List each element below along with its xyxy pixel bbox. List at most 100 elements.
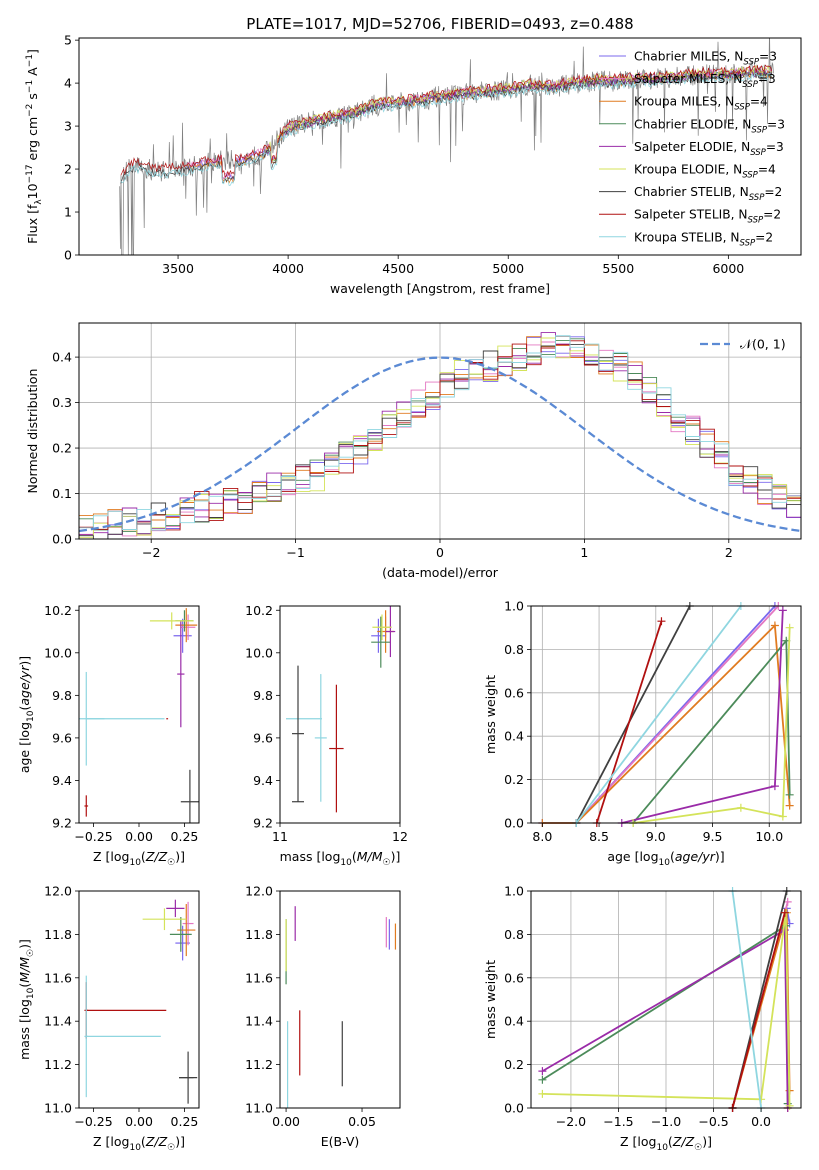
mass-weight-vs-metallicity-panel: −2.0 −1.5 −1.0 −0.5 0.0 0.0 0.2 0.4 0.6 0.8 1.0 Z [… <box>483 884 802 1153</box>
x-tick-label: 8.0 <box>532 829 552 844</box>
y-tick-label: 0.0 <box>504 1101 524 1116</box>
y-tick-label: 10.2 <box>44 603 72 618</box>
y-tick-label: 0 <box>64 248 72 263</box>
y-tick-label: 11.4 <box>44 1014 72 1029</box>
x-tick-label: 0 <box>436 545 444 560</box>
x-tick-label: −0.5 <box>698 1114 728 1129</box>
y-tick-label: 0.8 <box>504 642 524 657</box>
axes-frame <box>530 605 802 824</box>
histogram-step-salpeter-stelib <box>79 340 801 531</box>
y-tick-label: 11.6 <box>44 970 72 985</box>
weight-marker <box>657 617 666 626</box>
y-tick-label: 10.0 <box>245 645 273 660</box>
weight-marker <box>785 623 794 632</box>
x-tick-label: 4000 <box>272 261 304 276</box>
x-tick-label: 4500 <box>382 261 414 276</box>
weight-marker <box>778 606 787 615</box>
y-tick-label: 11.2 <box>245 1057 273 1072</box>
y-tick-label: 0.4 <box>504 1014 524 1029</box>
axes-frame <box>279 605 401 824</box>
x-tick-label: 6000 <box>712 261 744 276</box>
y-tick-label: 0.4 <box>504 729 524 744</box>
x-tick-label: 9.5 <box>703 829 723 844</box>
weight-marker <box>770 621 779 630</box>
weight-line-salpeter-stelib <box>595 620 663 824</box>
y-tick-label: 11.8 <box>245 927 273 942</box>
x-axis-label: Z [log10(Z/Z☉)] <box>620 1134 712 1153</box>
age-vs-mass-panel: 11 12 9.2 9.4 9.6 9.8 10.0 10.2 mass [log10(M/M☉… <box>245 603 408 868</box>
x-tick-label: 12 <box>392 829 408 844</box>
x-tick-label: 0.25 <box>171 1114 199 1129</box>
legend-label: Salpeter ELODIE, NSSP=3 <box>634 140 784 158</box>
legend-label: Kroupa ELODIE, NSSP=4 <box>634 163 776 181</box>
y-tick-label: 1.0 <box>504 599 524 614</box>
x-tick-label: −1.5 <box>603 1114 633 1129</box>
axes-frame <box>78 37 802 256</box>
weight-marker <box>736 803 745 812</box>
y-tick-label: 0.1 <box>52 486 72 501</box>
x-axis-label: E(B-V) <box>321 1134 360 1149</box>
y-axis-label: mass weight <box>483 675 498 754</box>
figure-title: PLATE=1017, MJD=52706, FIBERID=0493, z=0… <box>246 15 633 33</box>
y-tick-label: 11.8 <box>44 927 72 942</box>
errorbar-group <box>285 906 397 1108</box>
y-tick-label: 11.6 <box>245 970 273 985</box>
legend-label: Kroupa MILES, NSSP=4 <box>634 95 768 113</box>
errorbar-group <box>79 608 199 823</box>
y-tick-label: 0.0 <box>52 532 72 547</box>
x-tick-label: −2.0 <box>556 1114 586 1129</box>
y-tick-label: 0.2 <box>52 441 72 456</box>
mass-vs-extinction-panel: 0.00 0.05 11.0 11.2 11.4 11.6 11.8 12.0 E(B-V) <box>245 884 401 1149</box>
y-tick-label: 12.0 <box>245 884 273 899</box>
x-tick-label: 10.0 <box>755 829 783 844</box>
errorbar-group <box>286 606 396 813</box>
y-axis-label: mass weight <box>483 960 498 1039</box>
y-tick-label: 0.6 <box>504 685 524 700</box>
y-tick-label: 9.8 <box>52 688 72 703</box>
x-tick-label: −1 <box>286 545 304 560</box>
y-tick-label: 0.2 <box>504 772 524 787</box>
weight-line-salpeter-miles <box>575 605 779 824</box>
x-tick-label: 0.25 <box>171 829 199 844</box>
x-tick-label: −0.25 <box>74 1114 112 1129</box>
x-tick-label: −2 <box>142 545 160 560</box>
x-axis-label: Z [log10(Z/Z☉)] <box>93 1134 185 1153</box>
x-tick-label: 8.5 <box>589 829 609 844</box>
y-tick-label: 9.2 <box>253 816 273 831</box>
y-tick-label: 10.0 <box>44 645 72 660</box>
y-tick-label: 0.8 <box>504 927 524 942</box>
weight-marker <box>538 1067 547 1076</box>
weight-marker <box>538 1089 547 1098</box>
x-tick-label: 0.00 <box>125 1114 153 1129</box>
model-spectrum-salpeter-stelib <box>120 64 773 178</box>
x-tick-label: 0.00 <box>272 1114 300 1129</box>
y-tick-label: 1.0 <box>504 884 524 899</box>
weight-line-kroupa-elodie <box>542 912 791 1106</box>
weight-line-chabrier-elodie <box>541 924 789 1104</box>
y-tick-label: 0.3 <box>52 395 72 410</box>
y-tick-label: 0.6 <box>504 970 524 985</box>
y-tick-label: 9.4 <box>253 773 273 788</box>
y-axis-label: Normed distribution <box>25 369 40 494</box>
mass-weight-vs-age-panel: 8.0 8.5 9.0 9.5 10.0 0.0 0.2 0.4 0.6 0.8 1.0 age [l… <box>483 599 802 868</box>
x-tick-label: −0.25 <box>74 829 112 844</box>
y-tick-label: 9.2 <box>52 816 72 831</box>
x-axis-label: (data-model)/error <box>382 565 499 580</box>
y-tick-label: 1 <box>64 205 72 220</box>
y-tick-label: 0.2 <box>504 1057 524 1072</box>
residual-histogram-panel: −2 −1 0 1 2 0.0 0.1 0.2 0.3 0.4 (data-model)/error… <box>25 322 802 580</box>
axes-frame <box>78 605 200 824</box>
legend-label: Chabrier ELODIE, NSSP=3 <box>634 117 785 135</box>
errorbar-group <box>84 899 198 1104</box>
axes-frame <box>530 890 802 1109</box>
y-tick-label: 10.2 <box>245 603 273 618</box>
legend-label: Kroupa STELIB, NSSP=2 <box>634 230 773 248</box>
weight-marker <box>778 812 787 821</box>
x-axis-label: age [log10(age/yr)] <box>607 849 724 868</box>
weight-marker <box>780 926 789 935</box>
x-tick-label: 5000 <box>492 261 524 276</box>
weight-marker <box>770 782 779 791</box>
legend-label: Chabrier STELIB, NSSP=2 <box>634 185 782 203</box>
x-tick-label: 9.0 <box>646 829 666 844</box>
